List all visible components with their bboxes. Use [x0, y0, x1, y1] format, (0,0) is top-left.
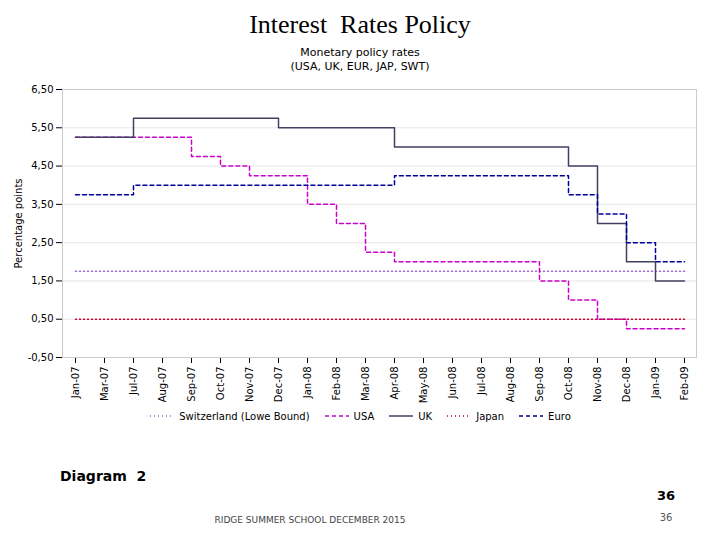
svg-text:Jan-09: Jan-09 — [650, 366, 661, 399]
svg-text:Feb-09: Feb-09 — [679, 366, 690, 400]
html-text:36: 36 — [657, 488, 675, 503]
svg-text:1,50: 1,50 — [31, 275, 53, 286]
svg-text:Jul-08: Jul-08 — [476, 366, 487, 395]
svg-text:Percentage points: Percentage points — [13, 178, 24, 268]
svg-text:Aug-08: Aug-08 — [505, 366, 516, 402]
html-text:Diagram 2: Diagram 2 — [60, 468, 147, 484]
svg-text:Apr-08: Apr-08 — [389, 366, 400, 399]
svg-text:Dec-07: Dec-07 — [273, 366, 284, 402]
svg-text:Mar-08: Mar-08 — [360, 366, 371, 401]
svg-text:2,50: 2,50 — [31, 236, 53, 247]
svg-text:6,50: 6,50 — [31, 83, 53, 94]
svg-text:Sep-08: Sep-08 — [534, 366, 545, 401]
svg-text:Oct-08: Oct-08 — [563, 366, 574, 400]
svg-text:Jan-08: Jan-08 — [302, 366, 313, 399]
svg-text:-0,50: -0,50 — [28, 351, 54, 362]
html-text:RIDGE SUMMER SCHOOL DECEMBER 2: RIDGE SUMMER SCHOOL DECEMBER 2015 — [214, 515, 406, 525]
svg-text:3,50: 3,50 — [31, 198, 53, 209]
html-text:Switzerland (Lowe Bound): Switzerland (Lowe Bound) — [179, 410, 310, 422]
svg-text:Oct-07: Oct-07 — [215, 366, 226, 400]
html-text:Monetary policy rates (USA, UK: Monetary policy rates (USA, UK, EUR, JAP… — [290, 46, 430, 74]
svg-text:Jun-08: Jun-08 — [447, 366, 458, 399]
svg-text:Jul-07: Jul-07 — [128, 366, 139, 395]
html-text:Japan: Japan — [476, 410, 505, 422]
html-text:Euro: Euro — [548, 410, 571, 422]
svg-text:Sep-07: Sep-07 — [186, 366, 197, 401]
svg-text:May-08: May-08 — [418, 366, 429, 403]
html-text:USA: USA — [353, 410, 375, 422]
svg-text:Jan-07: Jan-07 — [70, 366, 81, 399]
svg-text:Nov-08: Nov-08 — [592, 366, 603, 402]
svg-text:5,50: 5,50 — [31, 122, 53, 133]
svg-text:Dec-08: Dec-08 — [621, 366, 632, 402]
html-text:UK: UK — [418, 410, 433, 422]
svg-text:Mar-07: Mar-07 — [99, 366, 110, 401]
svg-text:Aug-07: Aug-07 — [157, 366, 168, 402]
html-text:36: 36 — [659, 512, 673, 523]
svg-text:4,50: 4,50 — [31, 160, 53, 171]
svg-text:0,50: 0,50 — [31, 313, 53, 324]
svg-text:Feb-08: Feb-08 — [331, 366, 342, 400]
svg-text:Nov-07: Nov-07 — [244, 366, 255, 402]
html-text:Interest Rates Policy: Interest Rates Policy — [249, 10, 471, 39]
